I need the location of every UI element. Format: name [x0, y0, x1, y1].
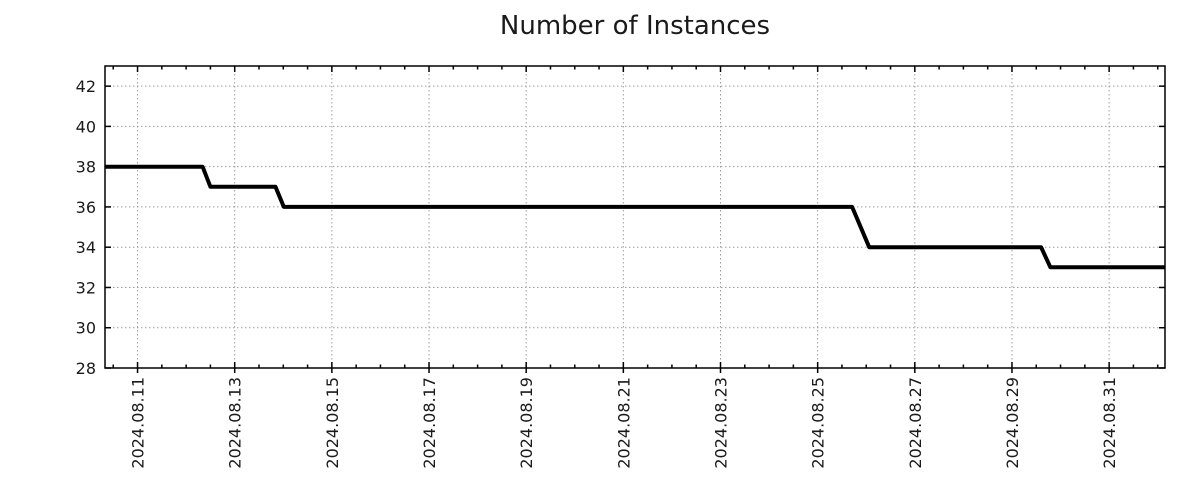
y-tick-label: 30: [76, 319, 96, 338]
x-tick-label: 2024.08.21: [614, 377, 633, 469]
x-tick-label: 2024.08.11: [129, 377, 148, 469]
y-tick-label: 36: [76, 198, 96, 217]
y-tick-label: 32: [76, 278, 96, 297]
x-tick-label: 2024.08.23: [711, 377, 730, 469]
y-tick-label: 28: [76, 359, 96, 378]
chart-title: Number of Instances: [499, 11, 771, 41]
y-tick-label: 34: [76, 238, 96, 257]
y-tick-label: 40: [76, 117, 96, 136]
x-tick-label: 2024.08.25: [809, 377, 828, 469]
x-tick-label: 2024.08.17: [420, 377, 439, 469]
x-tick-label: 2024.08.19: [517, 377, 536, 469]
data-line: [105, 164, 1165, 270]
x-tick-label: 2024.08.31: [1100, 377, 1119, 469]
x-tick-label: 2024.08.27: [906, 377, 925, 469]
plot-border: [104, 65, 1166, 369]
x-tick-label: 2024.08.13: [226, 377, 245, 469]
x-tick-label: 2024.08.15: [323, 377, 342, 469]
y-tick-label: 38: [76, 158, 96, 177]
y-tick-label: 42: [76, 77, 96, 96]
x-tick-label: 2024.08.29: [1003, 377, 1022, 469]
